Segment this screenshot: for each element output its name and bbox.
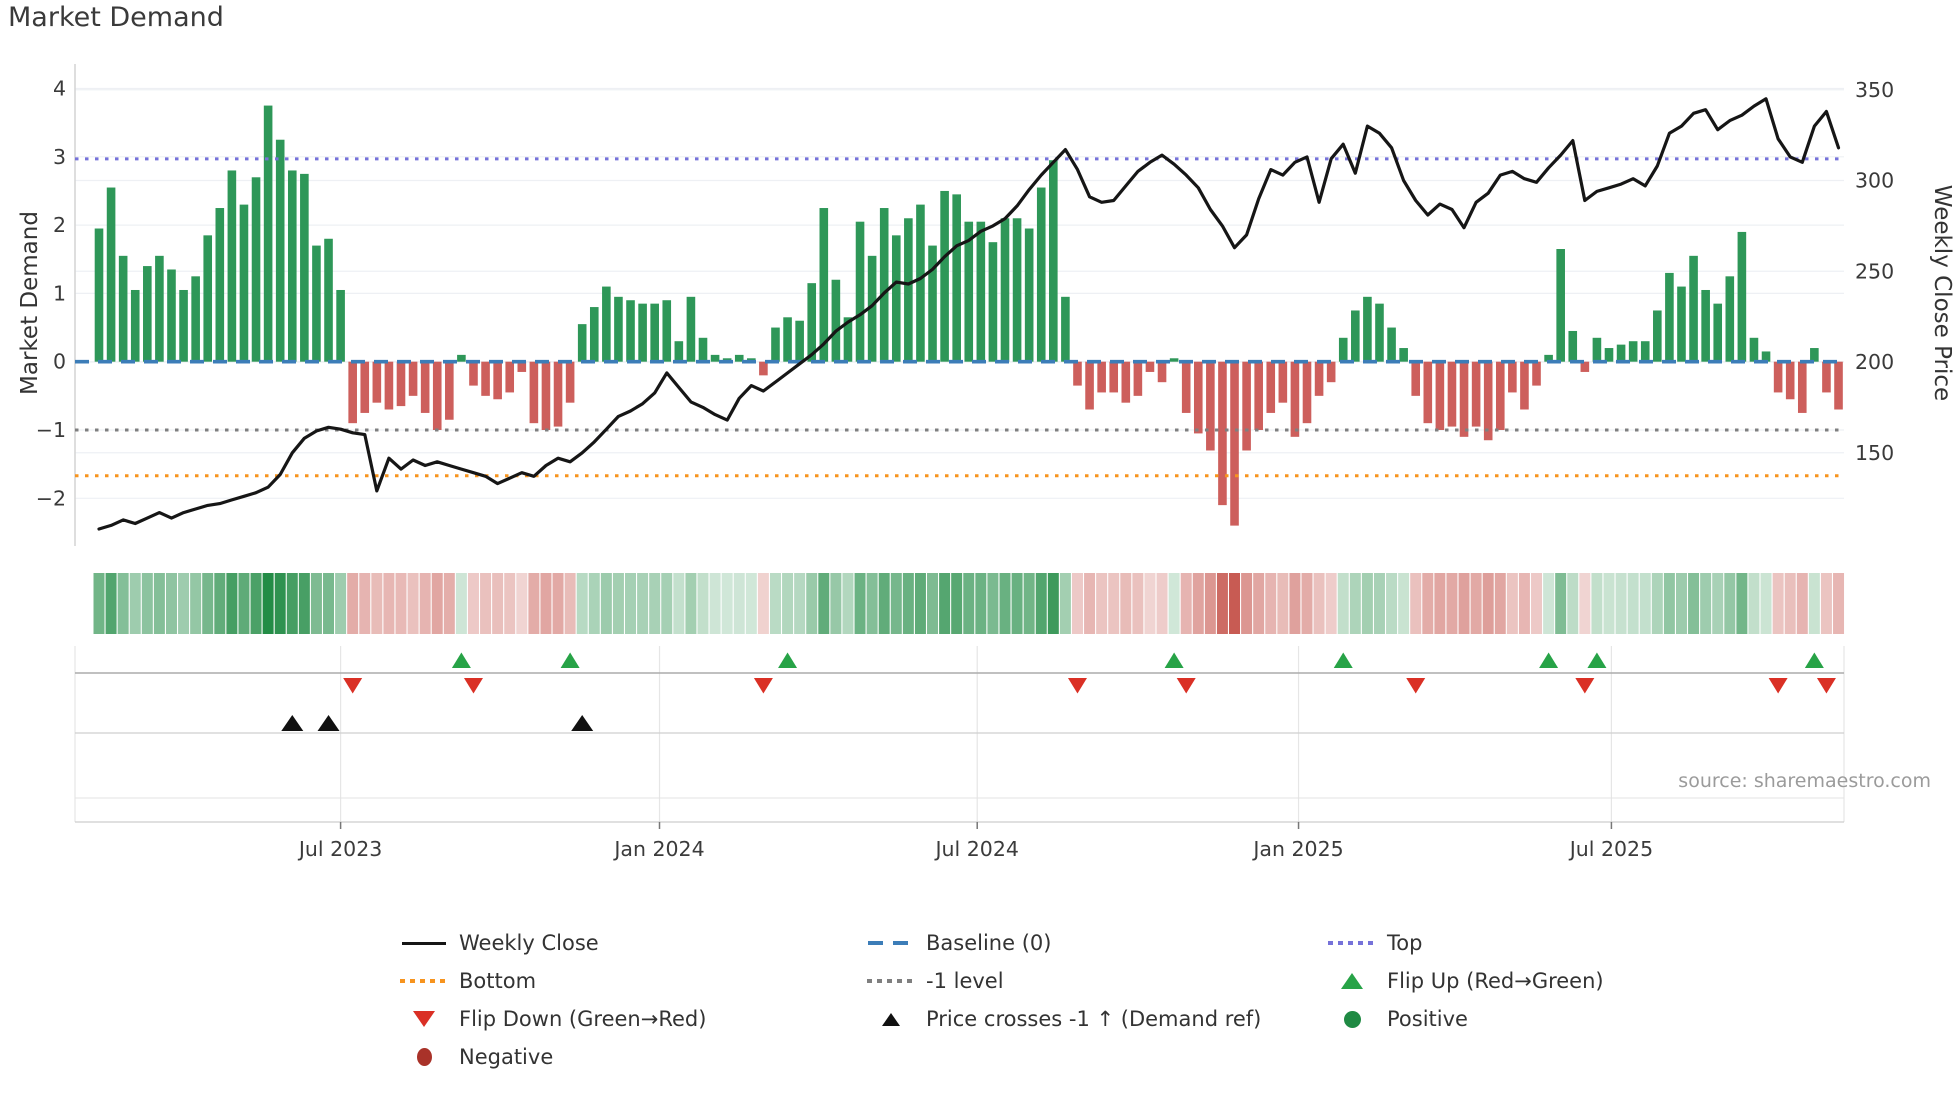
- legend-label: Flip Down (Green→Red): [459, 1007, 707, 1031]
- svg-text:Jul 2025: Jul 2025: [1568, 837, 1653, 861]
- minus1-dotted-line-icon: [860, 979, 922, 983]
- legend-item-positive: Positive: [1321, 1000, 1761, 1038]
- flip-up-triangle-icon: [1321, 973, 1383, 989]
- market-demand-chart: Jul 2023 Jan 2024 Jul 2024 Jan 2025 Jul 2025…: [36, 64, 1894, 861]
- svg-text:3: 3: [53, 145, 66, 169]
- positive-dot-icon: [1321, 1010, 1383, 1028]
- legend-label: Negative: [459, 1045, 554, 1069]
- weekly-close-line-icon: [393, 941, 455, 945]
- svg-text:350: 350: [1855, 78, 1894, 102]
- legend-item-baseline: Baseline (0): [860, 924, 1321, 962]
- legend-label: Top: [1387, 931, 1423, 955]
- legend-label: Price crosses -1 ↑ (Demand ref): [926, 1007, 1262, 1031]
- svg-text:300: 300: [1855, 169, 1894, 193]
- legend-label: Baseline (0): [926, 931, 1052, 955]
- svg-text:−2: −2: [36, 486, 66, 510]
- svg-text:0: 0: [53, 350, 66, 374]
- negative-dot-icon: [393, 1048, 455, 1066]
- svg-text:1: 1: [53, 281, 66, 305]
- svg-text:Jul 2023: Jul 2023: [297, 837, 382, 861]
- legend-item-weekly-close: Weekly Close: [393, 924, 860, 962]
- legend-item-flip-down: Flip Down (Green→Red): [393, 1000, 860, 1038]
- legend-item-price-cross: Price crosses -1 ↑ (Demand ref): [860, 1000, 1321, 1038]
- baseline-dash-icon: [860, 941, 922, 945]
- svg-text:Jan 2024: Jan 2024: [612, 837, 704, 861]
- legend-item-flip-up: Flip Up (Red→Green): [1321, 962, 1761, 1000]
- top-dotted-line-icon: [1321, 941, 1383, 945]
- svg-text:2: 2: [53, 213, 66, 237]
- price-cross-triangle-icon: [860, 1012, 922, 1026]
- source-credit: source: sharemaestro.com: [1678, 770, 1931, 792]
- svg-text:200: 200: [1855, 350, 1894, 374]
- legend-label: Positive: [1387, 1007, 1468, 1031]
- legend-item-bottom: Bottom: [393, 962, 860, 1000]
- page-title: Market Demand: [8, 2, 224, 33]
- legend-item-negative: Negative: [393, 1038, 860, 1076]
- legend-label: -1 level: [926, 969, 1004, 993]
- flip-down-triangle-icon: [393, 1011, 455, 1027]
- legend-label: Flip Up (Red→Green): [1387, 969, 1604, 993]
- svg-text:4: 4: [53, 77, 66, 101]
- left-axis-title: Market Demand: [17, 211, 43, 395]
- svg-text:−1: −1: [36, 418, 66, 442]
- bottom-dotted-line-icon: [393, 979, 455, 983]
- legend-item-minus1-level: -1 level: [860, 962, 1321, 1000]
- svg-text:Jan 2025: Jan 2025: [1251, 837, 1343, 861]
- svg-text:250: 250: [1855, 259, 1894, 283]
- right-axis-title: Weekly Close Price: [1929, 184, 1955, 402]
- legend-item-top: Top: [1321, 924, 1761, 962]
- svg-text:150: 150: [1855, 441, 1894, 465]
- chart-legend: Weekly Close Baseline (0) Top Bottom -1 …: [393, 924, 1761, 1076]
- legend-label: Bottom: [459, 969, 537, 993]
- svg-text:Jul 2024: Jul 2024: [934, 837, 1019, 861]
- legend-label: Weekly Close: [459, 931, 599, 955]
